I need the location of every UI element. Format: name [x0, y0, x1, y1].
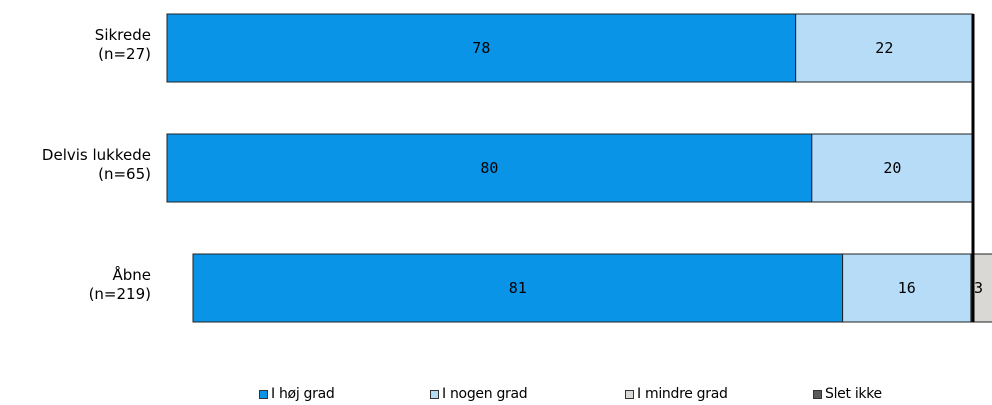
bar-segment: [970, 253, 992, 323]
stacked-bar-chart: 78 22 Sikrede(n=27) 80 20 Delvis lukkede(n=65…: [42, 13, 992, 323]
category-n-label: (n=219): [89, 285, 151, 303]
bar-segment: [166, 13, 797, 83]
data-label: 16: [898, 279, 916, 297]
data-label: 22: [875, 39, 893, 57]
data-label: 3: [974, 279, 983, 297]
bar-segment: [795, 13, 974, 83]
legend: I høj grad I nogen grad I mindre grad Slet …: [0, 383, 992, 405]
legend-item: I høj grad: [259, 383, 335, 405]
legend-item: I nogen grad: [430, 383, 528, 405]
legend-item: Slet ikke: [813, 383, 882, 405]
category-n-label: (n=27): [98, 45, 151, 63]
bar-segment: [192, 253, 844, 323]
data-label: 80: [480, 159, 498, 177]
legend-label: Slet ikke: [825, 386, 882, 402]
bar-segment: [166, 133, 813, 203]
category-label: Sikrede: [95, 26, 151, 44]
legend-swatch: [430, 389, 439, 399]
legend-item: I mindre grad: [625, 383, 728, 405]
legend-swatch: [259, 389, 268, 399]
category-label: Delvis lukkede: [42, 146, 151, 164]
category-label: Åbne: [112, 265, 151, 284]
category-n-label: (n=65): [98, 165, 151, 183]
bars-group: [166, 13, 992, 323]
data-label: 78: [472, 39, 490, 57]
labels-group: 78 22 Sikrede(n=27) 80 20 Delvis lukkede(n=65…: [42, 26, 983, 303]
data-label: 81: [509, 279, 527, 297]
legend-label: I mindre grad: [637, 386, 728, 402]
legend-label: I nogen grad: [442, 386, 528, 402]
legend-label: I høj grad: [271, 386, 335, 402]
bar-segment: [811, 133, 974, 203]
legend-swatch: [813, 389, 822, 399]
data-label: 20: [883, 159, 901, 177]
legend-swatch: [625, 389, 634, 399]
bar-segment: [842, 253, 972, 323]
